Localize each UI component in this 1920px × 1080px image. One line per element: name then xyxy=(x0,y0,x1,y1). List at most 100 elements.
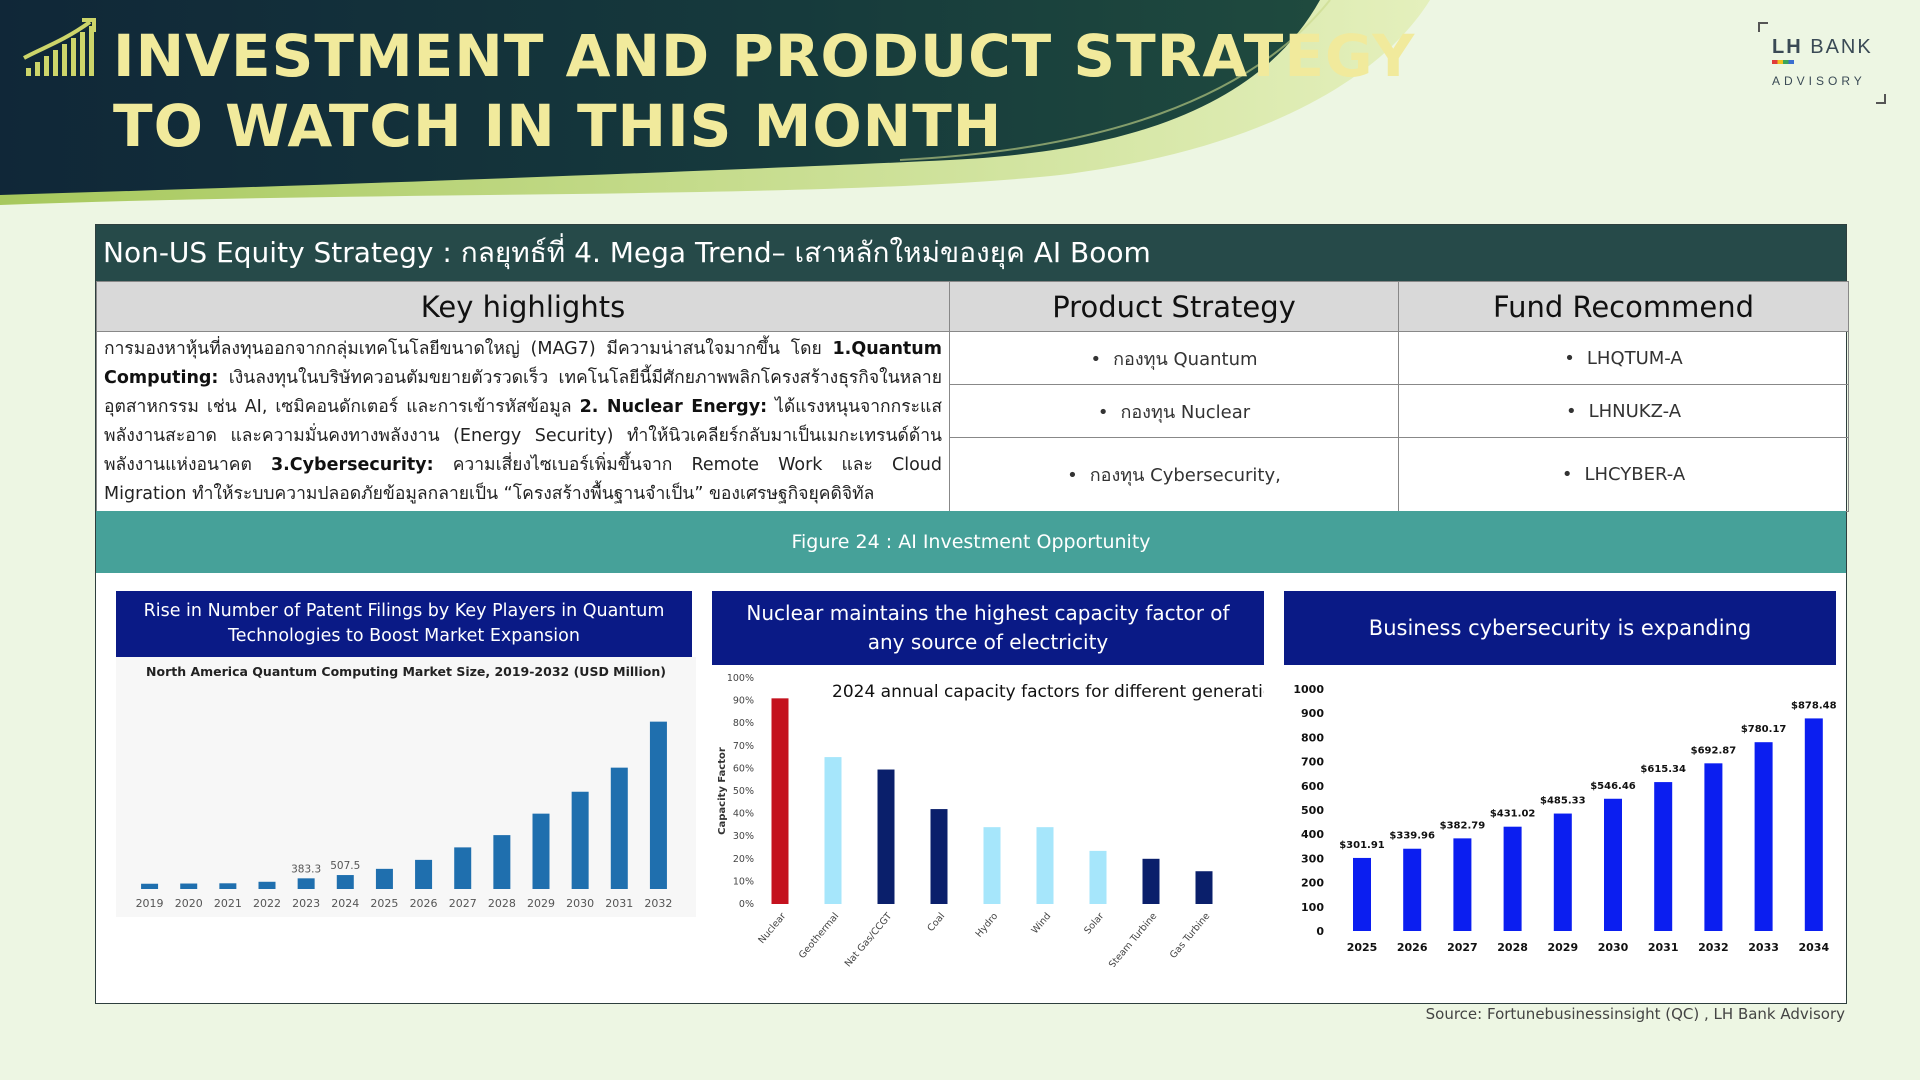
data-label: $615.34 xyxy=(1640,764,1686,775)
page-title-line-2: TO WATCH IN THIS MONTH xyxy=(113,92,1003,160)
bar xyxy=(1089,850,1107,904)
y-tick-label: 90% xyxy=(733,696,754,707)
y-tick-label: 10% xyxy=(733,876,754,887)
strategy-table: Key highlights Product Strategy Fund Rec… xyxy=(96,281,1849,512)
y-tick-label: 60% xyxy=(733,763,754,774)
y-tick-label: 30% xyxy=(733,831,754,842)
y-tick-label: 100 xyxy=(1301,901,1324,914)
bar xyxy=(180,883,198,889)
chart-cybersecurity-market: 0 100 200 300 400 500 600 700 800 900 1000 2025 $301… xyxy=(1293,683,1836,954)
highlight-text: ได้แรงหนุนจากกระแสพลังงานสะอาด และความมั… xyxy=(104,397,943,475)
x-tick-label: 2021 xyxy=(214,897,242,910)
highlight-text: เงินลงทุนในบริษัทควอนตัมขยายตัวรวดเร็ว เ… xyxy=(104,368,942,417)
table-header-row: Key highlights Product Strategy Fund Rec… xyxy=(96,281,1849,332)
x-tick-label: 2030 xyxy=(566,897,594,910)
bar xyxy=(1353,857,1371,931)
x-tick-label: Gas Turbine xyxy=(1168,911,1213,961)
data-label: 507.5 xyxy=(330,860,360,872)
y-tick-label: 20% xyxy=(733,854,754,865)
bar xyxy=(1195,871,1213,904)
x-tick-label: Geothermal xyxy=(797,911,841,961)
bar xyxy=(1804,718,1823,931)
bar xyxy=(1654,782,1673,931)
product-strategy-cell: กองทุน Nuclear xyxy=(949,384,1399,438)
source-note: Source: Fortunebusinessinsight (QC) , LH… xyxy=(1425,1005,1845,1023)
y-tick-label: 100% xyxy=(727,673,754,684)
data-label: 383.3 xyxy=(291,863,321,875)
y-tick-label: 700 xyxy=(1301,756,1324,769)
x-tick-label: Steam Turbine xyxy=(1107,911,1160,967)
x-tick-label: 2026 xyxy=(410,897,438,910)
chart-title: 2024 annual capacity factors for differe… xyxy=(832,682,1264,702)
x-tick-label: 2032 xyxy=(644,897,672,910)
x-tick-label: Hydro xyxy=(974,911,1001,940)
highlight-text: ความเสี่ยงไซเบอร์เพิ่มขึ้นจาก Remote Wor… xyxy=(104,455,942,504)
bar xyxy=(297,878,315,889)
product-strategy-cell: กองทุน Cybersecurity, xyxy=(949,437,1399,512)
x-tick-label: 2029 xyxy=(527,897,555,910)
bar xyxy=(771,698,789,904)
x-tick-label: 2028 xyxy=(488,897,516,910)
x-tick-label: 2032 xyxy=(1698,941,1729,954)
bar xyxy=(877,769,895,904)
fund-lhqtum: LHQTUM-A xyxy=(1564,348,1682,369)
bar xyxy=(571,791,589,889)
x-tick-label: 2025 xyxy=(1347,941,1378,954)
bar xyxy=(824,757,842,904)
data-label: $780.17 xyxy=(1741,724,1787,735)
x-tick-label: 2033 xyxy=(1748,941,1779,954)
bar xyxy=(454,847,472,889)
col-header-key-highlights: Key highlights xyxy=(96,281,950,332)
col-header-product-strategy: Product Strategy xyxy=(949,281,1399,332)
key-highlights-text: การมองหาหุ้นที่ลงทุนออกจากกลุ่มเทคโนโลยี… xyxy=(96,331,950,512)
brand-color-stripe xyxy=(1772,60,1794,64)
bar xyxy=(415,859,433,889)
chart-capacity-factor: 2024 annual capacity factors for differe… xyxy=(717,673,1264,967)
x-tick-label: 2020 xyxy=(175,897,203,910)
data-label: $382.79 xyxy=(1440,820,1486,831)
chart-header-quantum: Rise in Number of Patent Filings by Key … xyxy=(116,591,692,657)
x-tick-label: 2031 xyxy=(1648,941,1679,954)
x-tick-label: 2027 xyxy=(1447,941,1478,954)
data-label: $485.33 xyxy=(1540,796,1586,807)
chart-background xyxy=(116,657,696,917)
brand-name-rest: BANK xyxy=(1810,36,1873,58)
highlight-cyber: 3.Cybersecurity: xyxy=(270,455,434,475)
page-title-line-1: INVESTMENT AND PRODUCT STRATEGY xyxy=(113,22,1416,90)
x-tick-label: 2027 xyxy=(449,897,477,910)
fund-recommend-cell: LHCYBER-A xyxy=(1398,437,1849,512)
x-tick-label: 2023 xyxy=(292,897,320,910)
product-strategy-cell: กองทุน Quantum xyxy=(949,331,1399,385)
bar xyxy=(1553,813,1572,931)
bar xyxy=(930,809,948,904)
bar xyxy=(983,827,1001,904)
bar xyxy=(1704,763,1723,931)
x-tick-label: 2031 xyxy=(605,897,633,910)
bar xyxy=(493,835,511,889)
x-tick-label: 2025 xyxy=(370,897,398,910)
highlight-nuclear: 2. Nuclear Energy: xyxy=(579,397,768,417)
fund-recommend-cell: LHQTUM-A xyxy=(1398,331,1849,385)
chart-quantum-market: North America Quantum Computing Market S… xyxy=(116,657,696,917)
x-tick-label: 2034 xyxy=(1798,941,1829,954)
brand-subtitle: ADVISORY xyxy=(1772,74,1866,88)
bar xyxy=(141,883,159,889)
table-row: การมองหาหุ้นที่ลงทุนออกจากกลุ่มเทคโนโลยี… xyxy=(96,331,1849,512)
y-tick-label: 40% xyxy=(733,809,754,820)
bar xyxy=(1142,858,1160,904)
fund-recommend-cell: LHNUKZ-A xyxy=(1398,384,1849,438)
bar xyxy=(649,721,667,889)
y-tick-label: 0 xyxy=(1316,925,1324,938)
y-axis-label: Capacity Factor xyxy=(717,747,728,835)
bar xyxy=(1036,827,1054,904)
x-tick-label: Solar xyxy=(1082,911,1106,937)
product-cybersecurity: กองทุน Cybersecurity, xyxy=(1067,465,1281,486)
bar xyxy=(1754,742,1773,931)
figure-caption: Figure 24 : AI Investment Opportunity xyxy=(96,511,1846,573)
bar xyxy=(532,813,550,889)
y-tick-label: 1000 xyxy=(1293,683,1324,696)
y-tick-label: 800 xyxy=(1301,731,1324,744)
fund-lhcyber: LHCYBER-A xyxy=(1562,464,1685,485)
highlight-text: การมองหาหุ้นที่ลงทุนออกจากกลุ่มเทคโนโลยี… xyxy=(104,339,833,359)
highlight-quantum: 1.Quantum Computing: xyxy=(104,339,942,388)
